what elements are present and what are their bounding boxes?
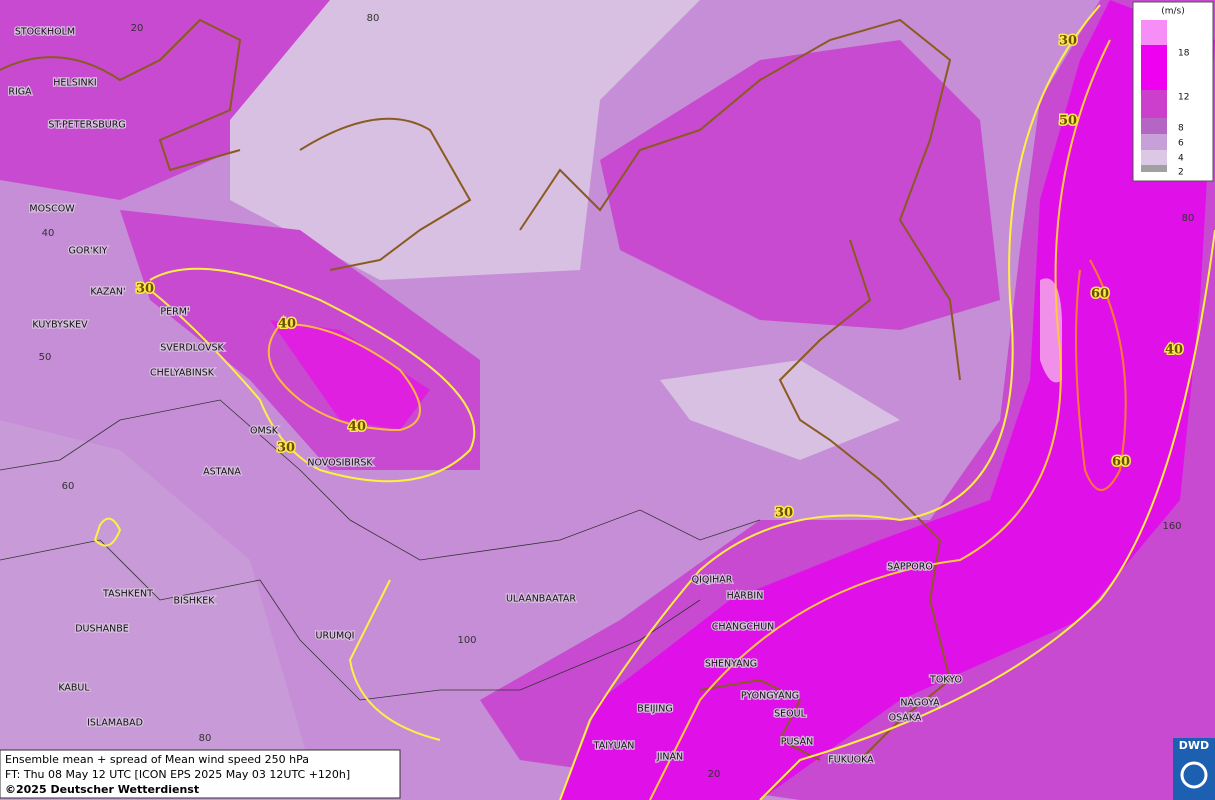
city-label: BEIJING <box>637 704 672 715</box>
borders <box>0 399 761 701</box>
city-label: JINAN <box>656 752 683 763</box>
graticule-label: 20 <box>708 769 721 780</box>
graticule-label: 80 <box>199 733 212 744</box>
city-label: FUKUOKA <box>828 755 874 766</box>
city-label: KUYBYSKEV <box>32 320 88 331</box>
contour-label: 40 <box>278 317 296 332</box>
legend-label: 18 <box>1178 49 1190 59</box>
legend: (m/s) 18 12 8 6 4 2 <box>1132 1 1214 182</box>
graticule-label: 40 <box>42 228 55 239</box>
legend-swatch <box>1141 150 1167 165</box>
city-label: QIQIHAR <box>692 575 733 586</box>
logo-text: DWD <box>1179 739 1209 752</box>
city-label: KABUL <box>58 683 90 694</box>
footer-line: ©2025 Deutscher Wetterdienst <box>5 783 199 796</box>
city-label: BISHKEK <box>174 596 216 607</box>
city-label: PYONGYANG <box>741 691 799 702</box>
city-label: SHENYANG <box>705 659 757 670</box>
city-label: NOVOSIBIRSK <box>307 458 373 469</box>
graticule-label: 80 <box>1182 213 1195 224</box>
city-label: CHANGCHUN <box>712 622 775 633</box>
city-label: KAZAN' <box>90 287 125 298</box>
city-label: ASTANA <box>203 467 241 478</box>
logo: DWD <box>1173 738 1215 800</box>
legend-label: 4 <box>1178 154 1184 164</box>
city-label: OSAKA <box>889 713 922 724</box>
contour-label: 40 <box>1165 343 1183 358</box>
legend-swatch <box>1141 134 1167 150</box>
footer: Ensemble mean + spread of Mean wind spee… <box>0 749 401 799</box>
city-label: STOCKHOLM <box>15 27 75 38</box>
city-label: DUSHANBE <box>75 624 129 635</box>
contour-label: 50 <box>1059 114 1077 129</box>
city-label: PUSAN <box>781 737 814 748</box>
graticule-label: 20 <box>131 23 144 34</box>
city-label: ULAANBAATAR <box>506 594 576 605</box>
legend-unit: (m/s) <box>1161 7 1185 17</box>
contour-label: 30 <box>775 506 793 521</box>
city-label: URUMQI <box>316 631 355 642</box>
city-label: ISLAMABAD <box>87 718 143 729</box>
city-label: RIGA <box>8 87 32 98</box>
city-label: HARBIN <box>727 591 764 602</box>
footer-box <box>0 749 401 799</box>
contours <box>93 4 1215 800</box>
legend-label: 6 <box>1178 139 1184 149</box>
city-label: TOKYO <box>929 675 962 686</box>
city-label: HELSINKI <box>53 78 96 89</box>
graticule-label: 100 <box>457 635 476 646</box>
city-label: GOR'KIY <box>69 246 108 257</box>
city-label: PERM' <box>160 307 189 318</box>
contour-label: 30 <box>277 441 295 456</box>
contour-label: 60 <box>1112 455 1130 470</box>
city-label: OMSK <box>250 426 279 437</box>
city-label: SVERDLOVSK <box>160 343 224 354</box>
footer-line: Ensemble mean + spread of Mean wind spee… <box>5 753 309 766</box>
legend-swatch <box>1141 45 1167 90</box>
logo-box <box>1173 738 1215 800</box>
contour-label: 30 <box>1059 34 1077 49</box>
city-label: CHELYABINSK <box>150 368 215 379</box>
legend-swatch <box>1141 90 1167 118</box>
contour-label: 30 <box>136 282 154 297</box>
city-label: TAIYUAN <box>593 741 635 752</box>
city-label: NAGOYA <box>900 698 940 709</box>
city-label: TASHKENT <box>102 589 153 600</box>
legend-label: 2 <box>1178 168 1184 178</box>
legend-swatch <box>1141 118 1167 134</box>
graticule-label: 50 <box>39 352 52 363</box>
logo-icon <box>1180 761 1208 789</box>
city-label: ST.PETERSBURG <box>48 120 125 131</box>
legend-swatch <box>1141 20 1167 45</box>
legend-label: 8 <box>1178 124 1184 134</box>
graticule-label: 80 <box>367 13 380 24</box>
city-label: SEOUL <box>774 709 806 720</box>
coastlines <box>0 18 961 761</box>
city-label: MOSCOW <box>29 204 75 215</box>
legend-label: 12 <box>1178 93 1189 103</box>
graticule-label: 60 <box>62 481 75 492</box>
contour-label: 40 <box>348 420 366 435</box>
legend-swatch <box>1141 165 1167 172</box>
footer-line: FT: Thu 08 May 12 UTC [ICON EPS 2025 May… <box>5 768 350 781</box>
graticule-label: 160 <box>1162 521 1181 532</box>
city-label: SAPPORO <box>887 562 933 573</box>
contour-label: 60 <box>1091 287 1109 302</box>
